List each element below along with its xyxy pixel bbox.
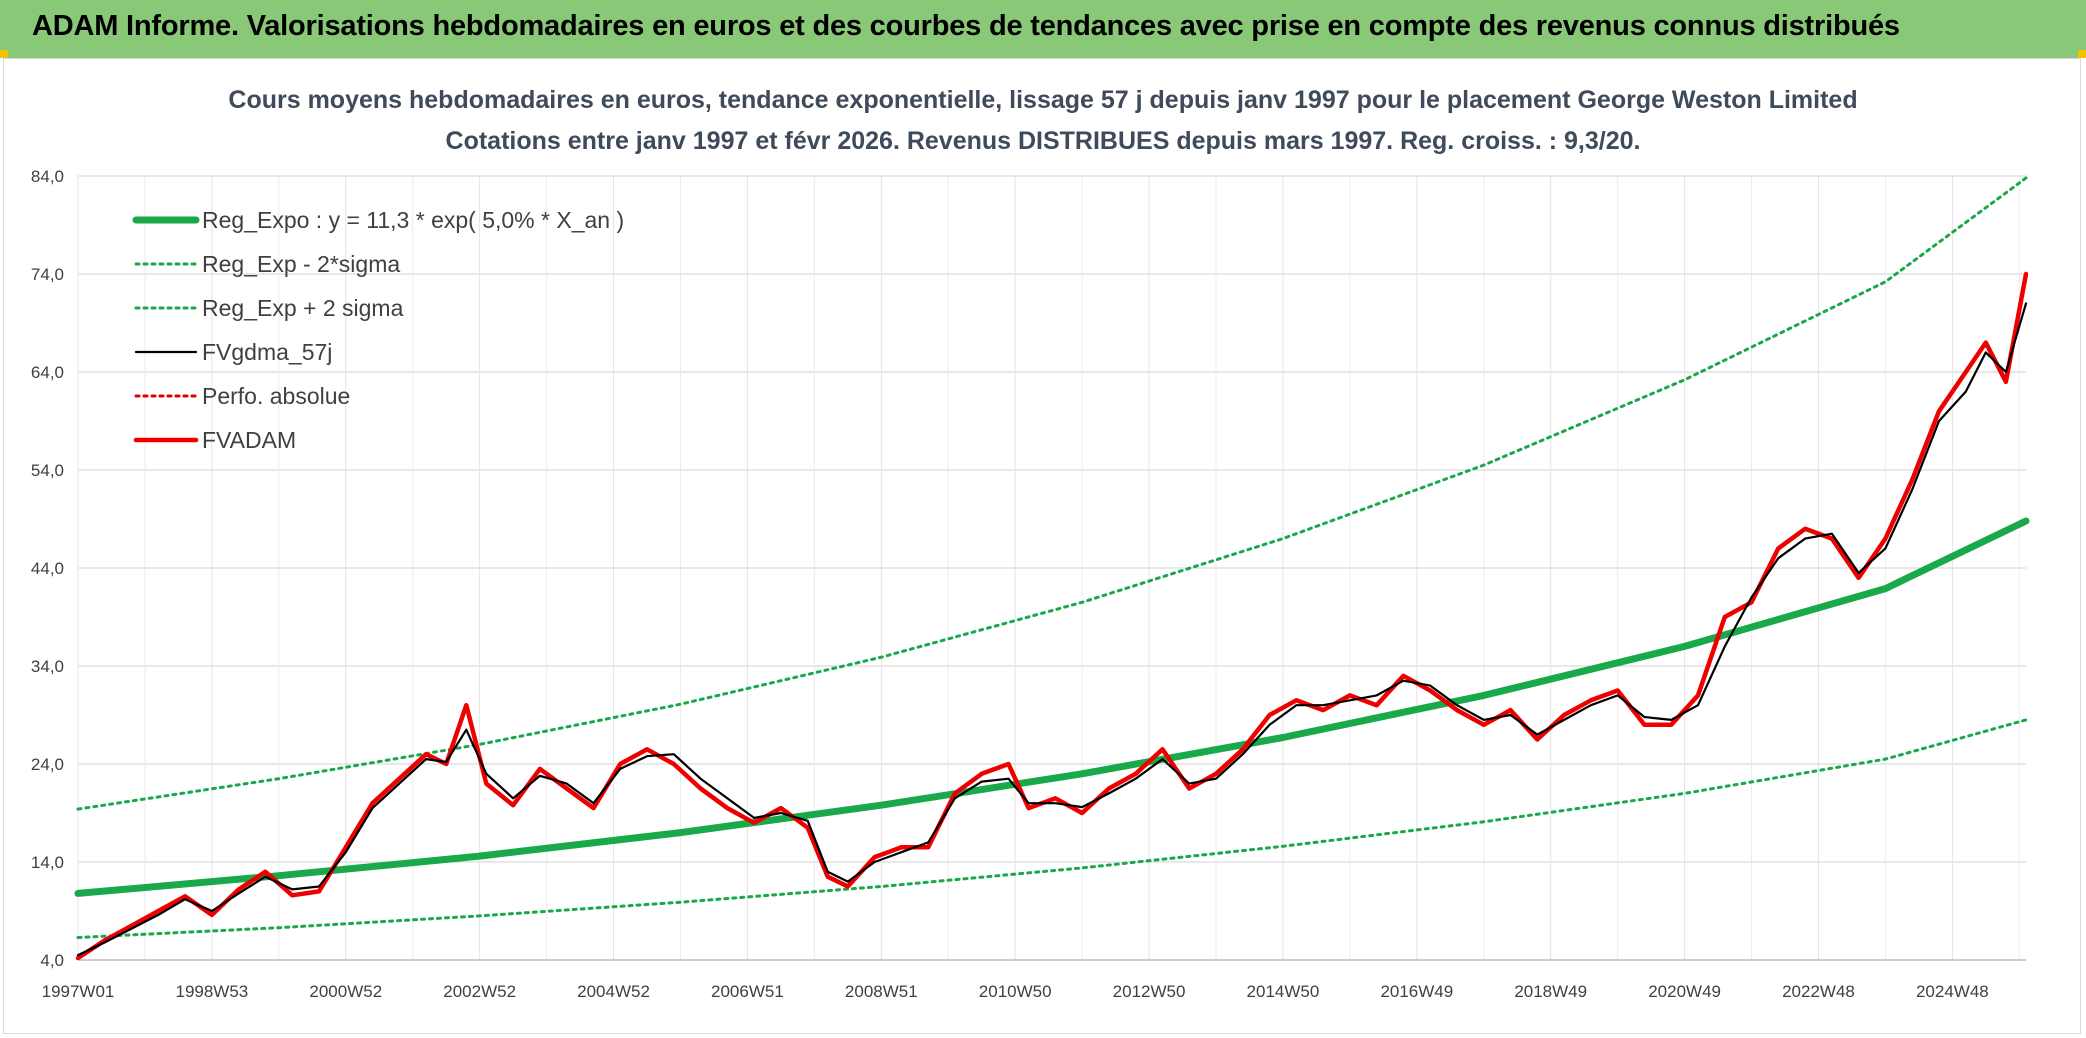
chart-subtitle: Cotations entre janv 1997 et févr 2026. … (445, 127, 1641, 155)
y-tick-label: 4,0 (40, 951, 64, 970)
x-tick-label: 2018W49 (1514, 982, 1587, 1001)
y-tick-label: 54,0 (31, 461, 64, 480)
x-tick-label: 2020W49 (1648, 982, 1721, 1001)
x-tick-label: 2016W49 (1380, 982, 1453, 1001)
x-tick-label: 2022W48 (1782, 982, 1855, 1001)
x-tick-label: 1997W01 (42, 982, 115, 1001)
legend-label: Reg_Exp + 2 sigma (202, 295, 404, 321)
series-line-3 (76, 302, 2028, 957)
x-tick-label: 2010W50 (979, 982, 1052, 1001)
y-tick-label: 84,0 (31, 167, 64, 186)
series-line-2 (76, 176, 2028, 811)
series-line-1 (76, 718, 2028, 939)
corner-marker-right (2078, 50, 2086, 58)
x-tick-label: 2004W52 (577, 982, 650, 1001)
x-tick-label: 2000W52 (309, 982, 382, 1001)
y-tick-label: 44,0 (31, 559, 64, 578)
legend-label: FVADAM (202, 427, 296, 453)
x-tick-label: 2024W48 (1916, 982, 1989, 1001)
corner-marker-left (0, 50, 8, 58)
y-tick-label: 14,0 (31, 853, 64, 872)
chart-frame (3, 58, 2081, 1034)
legend-label: Reg_Expo : y = 11,3 * exp( 5,0% * X_an ) (202, 207, 624, 233)
report-title: ADAM Informe. Valorisations hebdomadaire… (32, 10, 1900, 42)
y-tick-label: 34,0 (31, 657, 64, 676)
header-bar: ADAM Informe. Valorisations hebdomadaire… (0, 0, 2086, 58)
legend-label: Reg_Exp - 2*sigma (202, 251, 400, 277)
chart-title: Cours moyens hebdomadaires en euros, ten… (228, 86, 1858, 114)
y-tick-label: 64,0 (31, 363, 64, 382)
series-line-5 (75, 271, 2029, 961)
x-tick-label: 1998W53 (175, 982, 248, 1001)
legend-label: Perfo. absolue (202, 383, 350, 409)
x-tick-label: 2006W51 (711, 982, 784, 1001)
y-tick-label: 24,0 (31, 755, 64, 774)
y-tick-label: 74,0 (31, 265, 64, 284)
x-tick-label: 2014W50 (1247, 982, 1320, 1001)
x-tick-label: 2008W51 (845, 982, 918, 1001)
x-tick-label: 2002W52 (443, 982, 516, 1001)
x-tick-label: 2012W50 (1113, 982, 1186, 1001)
legend-label: FVgdma_57j (202, 339, 332, 365)
series-line-0 (74, 517, 2030, 897)
